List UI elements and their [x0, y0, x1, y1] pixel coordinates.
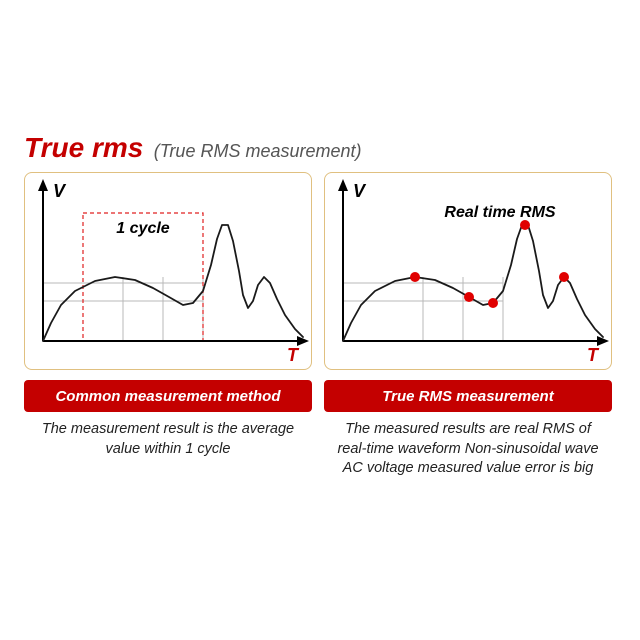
left-description: The measurement result is the average va…	[24, 420, 312, 459]
right-badge: True RMS measurement	[324, 380, 612, 412]
svg-text:T: T	[287, 345, 300, 365]
left-panel: V T 1 cycle Common measurement method The …	[24, 172, 312, 479]
svg-text:T: T	[587, 345, 600, 365]
svg-text:V: V	[53, 181, 67, 201]
title-main: True rms	[24, 132, 143, 163]
left-badge-text: Common measurement method	[55, 388, 280, 405]
title-row: True rms (True RMS measurement)	[24, 132, 362, 164]
left-chart-svg: V T 1 cycle	[25, 173, 313, 371]
right-panel: V T Real time RMS True RMS measurement The…	[324, 172, 612, 479]
right-description: The measured results are real RMS of rea…	[324, 420, 612, 479]
svg-text:Real time RMS: Real time RMS	[444, 204, 555, 221]
panels-container: V T 1 cycle Common measurement method The …	[24, 172, 612, 479]
left-chart-box: V T 1 cycle	[24, 172, 312, 370]
left-badge: Common measurement method	[24, 380, 312, 412]
svg-text:1 cycle: 1 cycle	[116, 220, 169, 237]
right-badge-text: True RMS measurement	[382, 388, 553, 405]
right-chart-svg: V T Real time RMS	[325, 173, 613, 371]
svg-text:V: V	[353, 181, 367, 201]
title-subtitle: (True RMS measurement)	[154, 141, 362, 161]
right-chart-box: V T Real time RMS	[324, 172, 612, 370]
